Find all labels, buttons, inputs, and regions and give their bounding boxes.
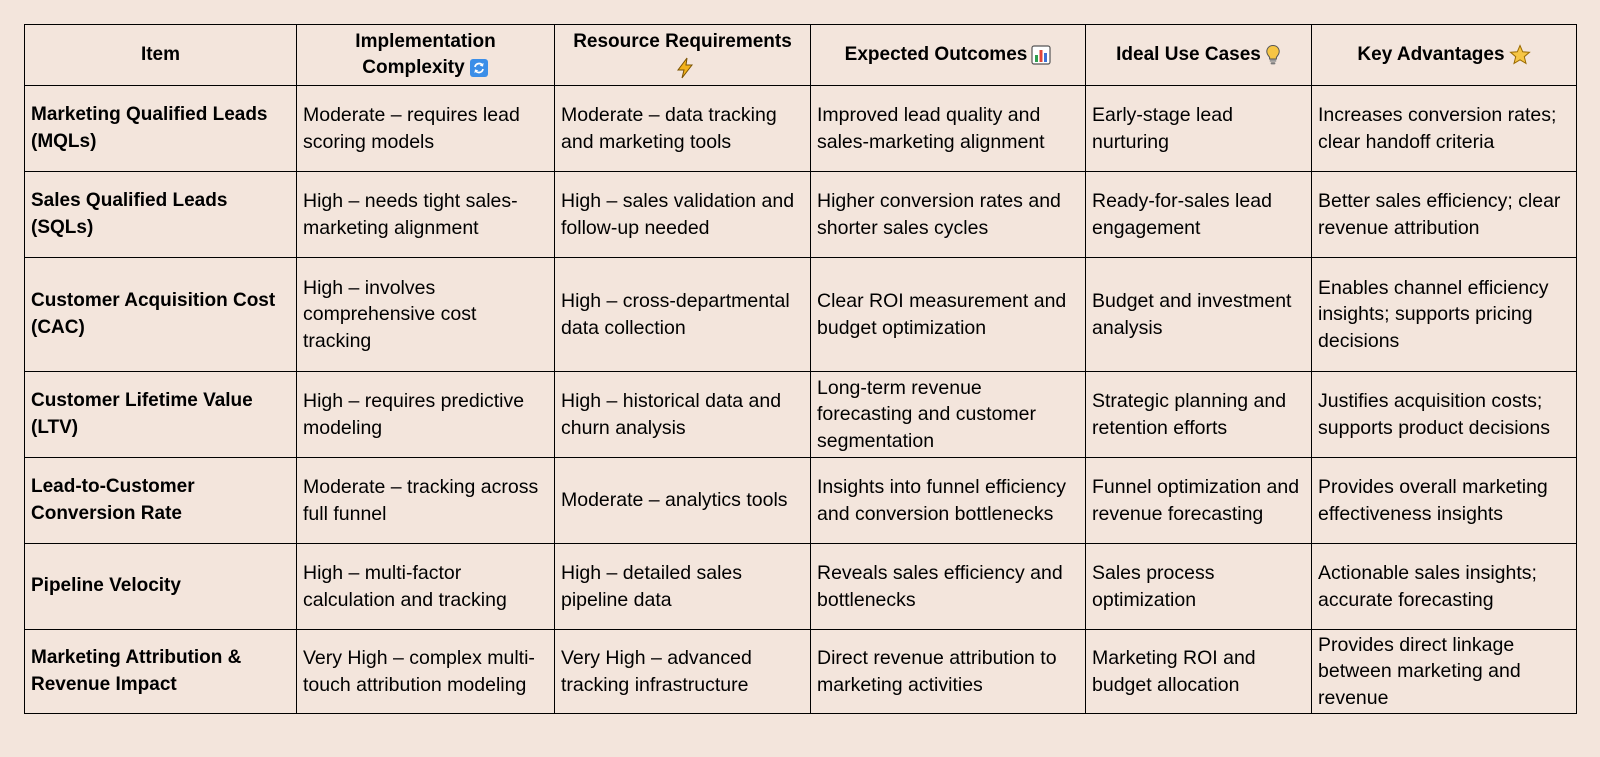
resources-cell: Very High – advanced tracking infrastruc… [554, 629, 811, 714]
item-cell: Customer Lifetime Value (LTV) [24, 371, 297, 458]
outcomes-cell: Improved lead quality and sales-marketin… [810, 85, 1086, 172]
header-item: Item [24, 24, 297, 86]
resources-cell: High – cross-departmental data collectio… [554, 257, 811, 372]
item-cell: Marketing Qualified Leads (MQLs) [24, 85, 297, 172]
advantages-cell: Justifies acquisition costs; supports pr… [1311, 371, 1577, 458]
resources-cell: High – detailed sales pipeline data [554, 543, 811, 630]
complexity-cell: High – requires predictive modeling [296, 371, 555, 458]
advantages-cell: Enables channel efficiency insights; sup… [1311, 257, 1577, 372]
complexity-cell: High – needs tight sales-marketing align… [296, 171, 555, 258]
use-cases-cell: Marketing ROI and budget allocation [1085, 629, 1312, 714]
outcomes-cell: Direct revenue attribution to marketing … [810, 629, 1086, 714]
outcomes-cell: Higher conversion rates and shorter sale… [810, 171, 1086, 258]
outcomes-cell: Reveals sales efficiency and bottlenecks [810, 543, 1086, 630]
table-row: Marketing Attribution & Revenue Impact V… [24, 629, 1577, 714]
complexity-cell: Moderate – requires lead scoring models [296, 85, 555, 172]
resources-cell: High – sales validation and follow-up ne… [554, 171, 811, 258]
table-row: Customer Lifetime Value (LTV) High – req… [24, 371, 1577, 458]
outcomes-cell: Insights into funnel efficiency and conv… [810, 457, 1086, 544]
table-row: Marketing Qualified Leads (MQLs) Moderat… [24, 85, 1577, 172]
complexity-cell: High – multi-factor calculation and trac… [296, 543, 555, 630]
advantages-cell: Provides overall marketing effectiveness… [1311, 457, 1577, 544]
resources-cell: Moderate – data tracking and marketing t… [554, 85, 811, 172]
table-row: Sales Qualified Leads (SQLs) High – need… [24, 171, 1577, 258]
use-cases-cell: Sales process optimization [1085, 543, 1312, 630]
table-row: Pipeline Velocity High – multi-factor ca… [24, 543, 1577, 630]
resources-cell: High – historical data and churn analysi… [554, 371, 811, 458]
header-outcomes-label: Expected Outcomes [844, 44, 1028, 65]
bar-chart-icon [1031, 45, 1051, 65]
header-resources: Resource Requirements [554, 24, 811, 86]
header-use-cases-label: Ideal Use Cases [1116, 44, 1261, 65]
lightbulb-icon [1265, 44, 1281, 66]
advantages-cell: Provides direct linkage between marketin… [1311, 629, 1577, 714]
header-row: Item Implementation Complexity Resource … [24, 24, 1577, 86]
header-resources-label: Resource Requirements [573, 31, 792, 52]
refresh-icon [469, 58, 489, 78]
use-cases-cell: Strategic planning and retention efforts [1085, 371, 1312, 458]
header-advantages: Key Advantages [1311, 24, 1577, 86]
item-cell: Lead-to-Customer Conversion Rate [24, 457, 297, 544]
header-item-label: Item [140, 44, 181, 65]
header-complexity: Implementation Complexity [296, 24, 555, 86]
item-cell: Sales Qualified Leads (SQLs) [24, 171, 297, 258]
advantages-cell: Increases conversion rates; clear handof… [1311, 85, 1577, 172]
table-row: Lead-to-Customer Conversion Rate Moderat… [24, 457, 1577, 544]
outcomes-cell: Clear ROI measurement and budget optimiz… [810, 257, 1086, 372]
item-cell: Customer Acquisition Cost (CAC) [24, 257, 297, 372]
use-cases-cell: Ready-for-sales lead engagement [1085, 171, 1312, 258]
header-complexity-label: Implementation Complexity [355, 31, 496, 78]
header-advantages-label: Key Advantages [1357, 44, 1505, 65]
table-container: Item Implementation Complexity Resource … [24, 24, 1577, 714]
use-cases-cell: Funnel optimization and revenue forecast… [1085, 457, 1312, 544]
metrics-comparison-table: Item Implementation Complexity Resource … [24, 24, 1577, 714]
use-cases-cell: Budget and investment analysis [1085, 257, 1312, 372]
header-use-cases: Ideal Use Cases [1085, 24, 1312, 86]
use-cases-cell: Early-stage lead nurturing [1085, 85, 1312, 172]
complexity-cell: Very High – complex multi-touch attribut… [296, 629, 555, 714]
item-cell: Pipeline Velocity [24, 543, 297, 630]
advantages-cell: Actionable sales insights; accurate fore… [1311, 543, 1577, 630]
complexity-cell: Moderate – tracking across full funnel [296, 457, 555, 544]
complexity-cell: High – involves comprehensive cost track… [296, 257, 555, 372]
outcomes-cell: Long-term revenue forecasting and custom… [810, 371, 1086, 458]
header-outcomes: Expected Outcomes [810, 24, 1086, 86]
lightning-icon [675, 57, 695, 79]
resources-cell: Moderate – analytics tools [554, 457, 811, 544]
advantages-cell: Better sales efficiency; clear revenue a… [1311, 171, 1577, 258]
star-icon [1508, 44, 1531, 66]
item-cell: Marketing Attribution & Revenue Impact [24, 629, 297, 714]
table-row: Customer Acquisition Cost (CAC) High – i… [24, 257, 1577, 372]
